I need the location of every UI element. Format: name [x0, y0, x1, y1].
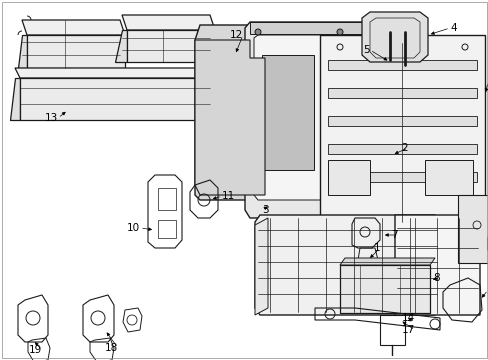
Text: 12: 12 — [229, 30, 243, 40]
Bar — [339, 265, 429, 313]
Polygon shape — [195, 40, 264, 195]
Bar — [424, 160, 472, 195]
Polygon shape — [15, 68, 215, 78]
Polygon shape — [127, 30, 215, 62]
Polygon shape — [122, 15, 215, 30]
Circle shape — [336, 29, 342, 35]
Bar — [327, 160, 369, 195]
Bar — [325, 55, 376, 170]
Bar — [327, 172, 476, 182]
Bar — [158, 220, 176, 238]
Bar — [319, 35, 484, 230]
Polygon shape — [394, 215, 479, 315]
Bar — [327, 116, 476, 126]
Polygon shape — [244, 22, 394, 218]
Polygon shape — [339, 258, 434, 265]
Text: 8: 8 — [432, 273, 439, 283]
Polygon shape — [253, 35, 385, 200]
Bar — [457, 195, 488, 263]
Text: 5: 5 — [363, 45, 369, 55]
Polygon shape — [195, 25, 264, 200]
Text: 11: 11 — [222, 191, 235, 201]
Text: 4: 4 — [449, 23, 456, 33]
Text: 2: 2 — [401, 143, 407, 153]
Bar — [158, 188, 176, 210]
Polygon shape — [115, 30, 127, 62]
Bar — [379, 315, 404, 345]
Text: 10: 10 — [126, 223, 140, 233]
Polygon shape — [20, 78, 215, 120]
Text: 14: 14 — [401, 313, 414, 323]
Circle shape — [254, 29, 261, 35]
Text: 17: 17 — [401, 325, 414, 335]
Polygon shape — [27, 35, 125, 68]
Polygon shape — [254, 215, 439, 315]
Bar — [249, 22, 394, 34]
Bar — [327, 144, 476, 154]
Bar — [327, 88, 476, 98]
Text: 1: 1 — [373, 243, 379, 253]
Polygon shape — [361, 12, 427, 62]
Text: 19: 19 — [29, 345, 42, 355]
Text: 13: 13 — [45, 113, 58, 123]
Bar — [262, 55, 313, 170]
Polygon shape — [22, 20, 125, 35]
Polygon shape — [10, 78, 20, 120]
Text: 3: 3 — [262, 205, 268, 215]
Text: 16: 16 — [487, 285, 488, 295]
Text: 6: 6 — [487, 77, 488, 87]
Bar — [327, 60, 476, 70]
Text: 18: 18 — [104, 343, 118, 353]
Polygon shape — [254, 218, 267, 315]
Text: 7: 7 — [390, 230, 397, 240]
Polygon shape — [18, 35, 27, 68]
